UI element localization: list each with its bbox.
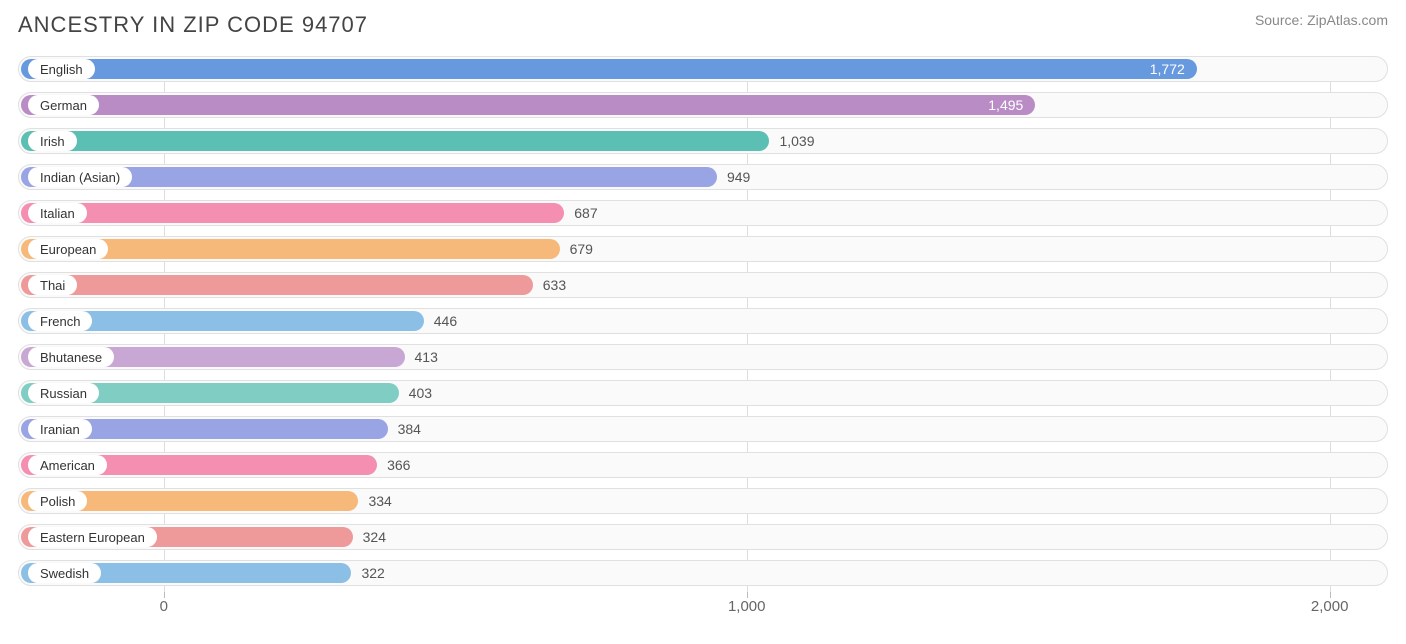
bar-row: Russian 403	[18, 380, 1388, 406]
bar-value: 334	[368, 488, 391, 514]
bar-row: Polish 334	[18, 488, 1388, 514]
bar-label: Bhutanese	[28, 347, 114, 367]
bar-row: German 1,495	[18, 92, 1388, 118]
chart-header: ANCESTRY IN ZIP CODE 94707 Source: ZipAt…	[18, 12, 1388, 38]
bar-label: Italian	[28, 203, 87, 223]
bar-value: 687	[574, 200, 597, 226]
bar-value: 633	[543, 272, 566, 298]
bar-label: Russian	[28, 383, 99, 403]
bar-value: 322	[361, 560, 384, 586]
plot-area: English 1,772 German 1,495 Irish 1,039 Indian …	[18, 56, 1388, 596]
bar-row: Indian (Asian) 949	[18, 164, 1388, 190]
x-axis: 0 1,000 2,000	[18, 598, 1388, 626]
bar-row: Bhutanese 413	[18, 344, 1388, 370]
bar-value: 949	[727, 164, 750, 190]
bar-row: Irish 1,039	[18, 128, 1388, 154]
tick-label: 1,000	[728, 598, 766, 615]
bar-value: 1,772	[1150, 56, 1185, 82]
chart-title: ANCESTRY IN ZIP CODE 94707	[18, 12, 368, 38]
bar-value: 403	[409, 380, 432, 406]
bar-value: 679	[570, 236, 593, 262]
bar-label: Indian (Asian)	[28, 167, 132, 187]
bar-row: Swedish 322	[18, 560, 1388, 586]
bar-row: French 446	[18, 308, 1388, 334]
bar-chart: English 1,772 German 1,495 Irish 1,039 Indian …	[18, 56, 1388, 626]
bar-row: Eastern European 324	[18, 524, 1388, 550]
tick-label: 2,000	[1311, 598, 1349, 615]
bar-fill	[21, 203, 564, 223]
bar-fill	[21, 59, 1197, 79]
bar-label: English	[28, 59, 95, 79]
bar-value: 1,495	[988, 92, 1023, 118]
chart-source: Source: ZipAtlas.com	[1255, 12, 1388, 28]
bar-label: American	[28, 455, 107, 475]
bar-label: European	[28, 239, 108, 259]
bar-label: Iranian	[28, 419, 92, 439]
bar-label: German	[28, 95, 99, 115]
bar-label: Swedish	[28, 563, 101, 583]
bar-label: Irish	[28, 131, 77, 151]
bar-value: 446	[434, 308, 457, 334]
bar-row: American 366	[18, 452, 1388, 478]
bar-label: Polish	[28, 491, 87, 511]
bar-value: 384	[398, 416, 421, 442]
tick-label: 0	[160, 598, 168, 615]
bar-row: Thai 633	[18, 272, 1388, 298]
bar-row: Italian 687	[18, 200, 1388, 226]
bar-label: Eastern European	[28, 527, 157, 547]
bar-value: 366	[387, 452, 410, 478]
bar-value: 413	[415, 344, 438, 370]
bar-label: Thai	[28, 275, 77, 295]
bar-row: European 679	[18, 236, 1388, 262]
bar-label: French	[28, 311, 92, 331]
bar-fill	[21, 131, 769, 151]
bar-row: English 1,772	[18, 56, 1388, 82]
chart-container: ANCESTRY IN ZIP CODE 94707 Source: ZipAt…	[0, 0, 1406, 644]
bar-value: 324	[363, 524, 386, 550]
bar-fill	[21, 275, 533, 295]
bar-fill	[21, 95, 1035, 115]
bar-row: Iranian 384	[18, 416, 1388, 442]
bar-value: 1,039	[779, 128, 814, 154]
